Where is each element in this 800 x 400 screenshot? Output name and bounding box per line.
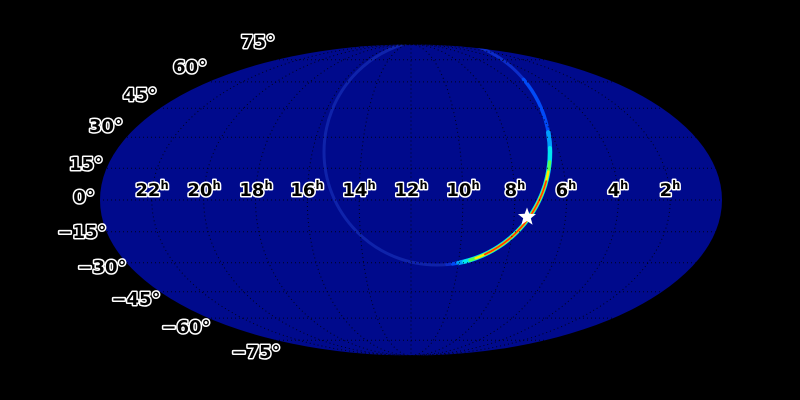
ra-label-value: 8 xyxy=(505,180,518,201)
dec-label-m30: −30° xyxy=(77,257,126,278)
ra-labels: 22h 20h 18h 16h 14h 12h 10h 8h 6h 4h 2h xyxy=(134,177,682,203)
ra-label-unit: h xyxy=(672,178,680,192)
ra-label-value: 10 xyxy=(446,180,471,201)
graticule-meridian-6h-18h xyxy=(255,44,567,356)
ra-label-value: 14 xyxy=(342,180,367,201)
ra-label-unit: h xyxy=(160,178,168,192)
dec-label-75: 75° xyxy=(241,32,275,53)
ra-label-value: 4 xyxy=(608,180,621,201)
ra-label-14h: 14h xyxy=(342,178,375,201)
dec-label-15: 15° xyxy=(69,154,103,175)
ra-label-unit: h xyxy=(419,178,427,192)
ra-label-value: 18 xyxy=(239,180,264,201)
ra-label-unit: h xyxy=(212,178,220,192)
ra-label-unit: h xyxy=(264,178,272,192)
dec-label-m45: −45° xyxy=(111,289,160,310)
ra-label-value: 16 xyxy=(290,180,315,201)
ra-label-value: 2 xyxy=(660,180,673,201)
ra-label-10h: 10h xyxy=(446,178,479,201)
ra-label-2h: 2h xyxy=(660,178,681,201)
dec-label-0: 0° xyxy=(73,187,95,208)
ra-label-6h: 6h xyxy=(556,178,577,201)
graticule-meridian-4h-20h xyxy=(203,44,619,356)
graticule-meridian-2h-22h xyxy=(151,44,671,356)
graticule-meridian-8h-16h xyxy=(306,44,516,356)
ra-label-unit: h xyxy=(471,178,479,192)
ra-label-value: 20 xyxy=(187,180,212,201)
dec-label-45: 45° xyxy=(123,85,157,106)
graticule-meridian-10h-14h xyxy=(358,44,464,356)
ra-label-unit: h xyxy=(367,178,375,192)
ring-arc-red-core xyxy=(483,180,548,256)
ra-label-unit: h xyxy=(620,178,628,192)
ra-label-22h: 22h xyxy=(135,178,168,201)
dec-labels: 75° 60° 45° 30° 15° 0° −15° −30° −45° −6… xyxy=(56,31,282,365)
source-star-marker xyxy=(518,207,536,225)
dec-label-60: 60° xyxy=(173,57,207,78)
ra-label-8h: 8h xyxy=(505,178,526,201)
localization-ring xyxy=(322,44,553,267)
dec-label-m15: −15° xyxy=(57,222,106,243)
ra-label-4h: 4h xyxy=(608,178,629,201)
ra-label-value: 12 xyxy=(394,180,419,201)
dec-label-30: 30° xyxy=(89,116,123,137)
graticule xyxy=(100,44,722,356)
ra-label-value: 22 xyxy=(135,180,160,201)
ra-label-18h: 18h xyxy=(239,178,272,201)
ra-label-unit: h xyxy=(315,178,323,192)
ra-label-20h: 20h xyxy=(187,178,220,201)
ra-label-value: 6 xyxy=(556,180,569,201)
ra-label-unit: h xyxy=(517,178,525,192)
ra-label-16h: 16h xyxy=(290,178,323,201)
ra-label-12h: 12h xyxy=(394,178,427,201)
dec-label-m75: −75° xyxy=(231,342,280,363)
dec-label-m60: −60° xyxy=(161,317,210,338)
ra-label-unit: h xyxy=(568,178,576,192)
